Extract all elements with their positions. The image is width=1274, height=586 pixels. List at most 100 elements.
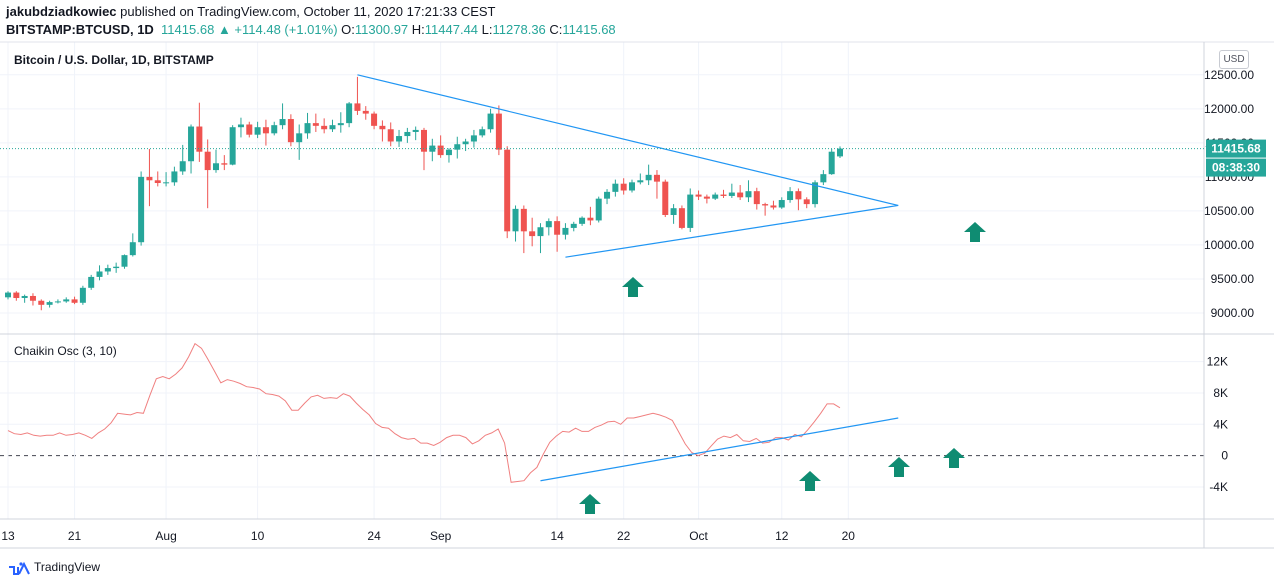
up-arrow-icon (579, 494, 601, 514)
candle-body (579, 217, 586, 224)
candle-body (113, 266, 120, 269)
candle-body (612, 183, 619, 192)
candle-body (246, 124, 253, 135)
price-drawings (357, 74, 899, 258)
candle-body (462, 141, 469, 145)
tradingview-logo-icon (9, 561, 30, 575)
candle-body (620, 183, 627, 191)
osc-tick-label: -4K (1209, 480, 1228, 494)
candle-body (745, 191, 752, 198)
candle-body (254, 127, 261, 135)
candle-body (213, 163, 219, 171)
candle-body (537, 227, 544, 237)
price-candles (5, 76, 843, 311)
candle-body (629, 182, 635, 191)
low-value: 11278.36 (492, 22, 546, 37)
countdown-tag: 08:38:30 (1212, 161, 1260, 175)
candle-body (545, 221, 552, 228)
symbol-label: BITSTAMP:BTCUSD, 1D (6, 22, 154, 37)
price-tick-label: 9500.00 (1211, 272, 1255, 286)
countdown-tag-bg (1206, 158, 1266, 177)
candle-body (495, 113, 502, 150)
candle-body (770, 205, 777, 208)
candle-body (520, 208, 527, 232)
candle-body (179, 161, 186, 172)
candle-body (188, 126, 195, 162)
candle-body (437, 145, 444, 156)
candle-body (96, 271, 103, 277)
candle-body (778, 200, 785, 208)
candle-body (712, 194, 719, 199)
time-tick-label: Aug (155, 529, 176, 543)
candle-body (795, 191, 802, 200)
candle-body (138, 176, 145, 243)
time-tick-label: 22 (617, 529, 631, 543)
chaikin-osc-line (7, 342, 841, 483)
time-tick-label: 10 (251, 529, 265, 543)
osc-tick-label: 8K (1213, 386, 1228, 400)
time-tick-label: 14 (550, 529, 564, 543)
candle-body (445, 149, 452, 156)
author-name[interactable]: jakubdziadkowiec (6, 4, 117, 19)
footer-brand-label: TradingView (34, 560, 101, 574)
candle-body (512, 208, 519, 232)
osc-pane-title: Chaikin Osc (3, 10) (14, 344, 117, 358)
candle-body (570, 223, 577, 228)
open-label: O: (341, 22, 355, 37)
axes: 9000.009500.0010000.0010500.0011000.0011… (0, 41, 1274, 549)
footer-brand[interactable]: TradingView (8, 560, 100, 575)
price-tick-label: 12500.00 (1204, 68, 1254, 82)
candle-body (262, 127, 269, 134)
currency-button[interactable]: USD (1219, 50, 1249, 69)
up-arrow-icon (888, 457, 910, 477)
price-tick-label: 12000.00 (1204, 102, 1254, 116)
open-value: 11300.97 (354, 22, 409, 37)
candle-body (820, 174, 827, 183)
candle-body (379, 125, 386, 130)
candle-body (21, 295, 28, 299)
candle-body (837, 148, 843, 157)
price-tick-label: 10000.00 (1204, 238, 1254, 252)
candle-body (346, 103, 353, 124)
osc-tick-label: 4K (1213, 417, 1228, 431)
close-value: 11415.68 (562, 22, 616, 37)
candle-body (163, 182, 170, 184)
candle-body (396, 136, 403, 142)
osc-tick-label: 12K (1207, 355, 1228, 369)
candle-body (312, 123, 319, 126)
ohlc-line: BITSTAMP:BTCUSD, 1D 11415.68 ▲ +114.48 (… (6, 22, 616, 37)
publish-info: published on TradingView.com, October 11… (120, 4, 496, 19)
candle-body (753, 191, 760, 205)
osc-trendline (540, 417, 899, 482)
candle-body (737, 192, 744, 198)
candle-body (662, 181, 669, 215)
candle-body (637, 180, 644, 183)
candle-body (204, 151, 211, 171)
price-pane-title: Bitcoin / U.S. Dollar, 1D, BITSTAMP (14, 53, 214, 67)
candle-body (412, 129, 419, 132)
candle-body (812, 182, 819, 205)
candle-body (121, 255, 128, 267)
osc-tick-label: 0 (1221, 449, 1228, 463)
candle-body (337, 123, 344, 126)
price-tick-label: 9000.00 (1211, 306, 1255, 320)
candle-body (454, 144, 461, 150)
candle-body (5, 292, 11, 298)
candle-body (146, 176, 153, 181)
candle-body (387, 129, 394, 142)
candle-body (678, 208, 685, 228)
candle-body (670, 208, 677, 215)
candle-body (13, 292, 20, 299)
time-tick-label: 24 (367, 529, 381, 543)
candle-body (487, 113, 494, 130)
candle-body (362, 110, 369, 114)
candle-body (720, 194, 727, 196)
up-arrow-icon (799, 471, 821, 491)
osc-series (7, 342, 899, 483)
candle-body (595, 198, 602, 221)
time-tick-label: 21 (68, 529, 82, 543)
candle-body (470, 135, 477, 142)
time-tick-label: 20 (842, 529, 856, 543)
up-arrow-icon (964, 222, 986, 242)
